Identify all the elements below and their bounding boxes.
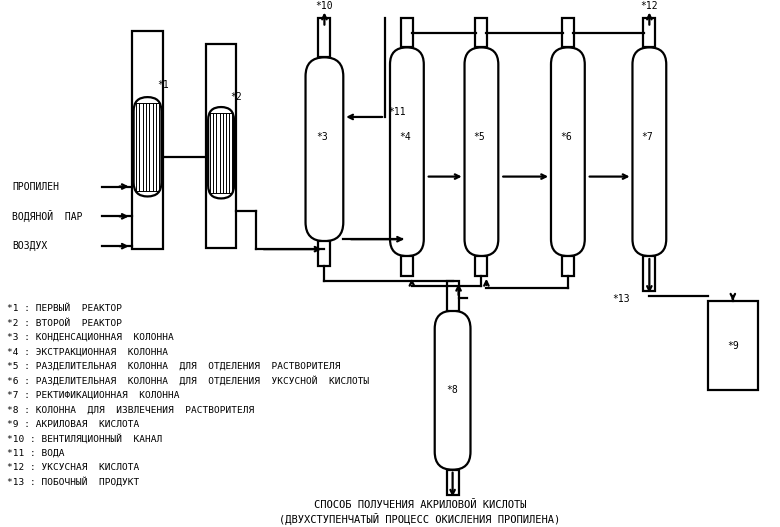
Text: *8 : КОЛОННА  ДЛЯ  ИЗВЛЕЧЕНИЯ  РАСТВОРИТЕЛЯ: *8 : КОЛОННА ДЛЯ ИЗВЛЕЧЕНИЯ РАСТВОРИТЕЛЯ [8, 405, 255, 414]
Text: *7: *7 [641, 132, 653, 142]
Text: *5 : РАЗДЕЛИТЕЛЬНАЯ  КОЛОННА  ДЛЯ  ОТДЕЛЕНИЯ  РАСТВОРИТЕЛЯ: *5 : РАЗДЕЛИТЕЛЬНАЯ КОЛОННА ДЛЯ ОТДЕЛЕНИ… [8, 362, 341, 371]
Bar [206, 44, 236, 248]
Text: *12: *12 [640, 1, 658, 11]
Text: *9: *9 [727, 340, 739, 350]
Bar [708, 301, 757, 390]
Bar [476, 256, 488, 276]
Bar [401, 256, 413, 276]
Text: *2 : ВТОРОЙ  РЕАКТОР: *2 : ВТОРОЙ РЕАКТОР [8, 319, 122, 328]
Bar [644, 17, 655, 47]
Text: ПРОПИЛЕН: ПРОПИЛЕН [12, 181, 59, 191]
Text: *13: *13 [612, 294, 629, 304]
Text: *13 : ПОБОЧНЫЙ  ПРОДУКТ: *13 : ПОБОЧНЫЙ ПРОДУКТ [8, 477, 140, 486]
Text: *5: *5 [473, 132, 485, 142]
Bar [447, 470, 459, 494]
Text: *6 : РАЗДЕЛИТЕЛЬНАЯ  КОЛОННА  ДЛЯ  ОТДЕЛЕНИЯ  УКСУСНОЙ  КИСЛОТЫ: *6 : РАЗДЕЛИТЕЛЬНАЯ КОЛОННА ДЛЯ ОТДЕЛЕНИ… [8, 376, 370, 386]
Text: (ДВУХСТУПЕНЧАТЫЙ ПРОЦЕСС ОКИСЛЕНИЯ ПРОПИЛЕНА): (ДВУХСТУПЕНЧАТЫЙ ПРОЦЕСС ОКИСЛЕНИЯ ПРОПИ… [279, 513, 561, 525]
FancyBboxPatch shape [633, 47, 666, 256]
FancyBboxPatch shape [551, 47, 585, 256]
Text: ВОДЯНОЙ  ПАР: ВОДЯНОЙ ПАР [12, 210, 83, 222]
FancyBboxPatch shape [133, 97, 161, 197]
Bar [318, 17, 331, 57]
Bar [447, 281, 459, 311]
FancyBboxPatch shape [208, 107, 234, 199]
Text: *11 : ВОДА: *11 : ВОДА [8, 448, 65, 457]
Bar [401, 17, 413, 47]
Text: *2: *2 [230, 92, 242, 102]
Bar [318, 241, 331, 266]
Text: СПОСОБ ПОЛУЧЕНИЯ АКРИЛОВОЙ КИСЛОТЫ: СПОСОБ ПОЛУЧЕНИЯ АКРИЛОВОЙ КИСЛОТЫ [314, 500, 526, 510]
FancyBboxPatch shape [390, 47, 424, 256]
Text: *10: *10 [316, 1, 333, 11]
FancyBboxPatch shape [434, 311, 470, 470]
Text: *10 : ВЕНТИЛЯЦИОННЫЙ  КАНАЛ: *10 : ВЕНТИЛЯЦИОННЫЙ КАНАЛ [8, 434, 163, 443]
Text: *1 : ПЕРВЫЙ  РЕАКТОР: *1 : ПЕРВЫЙ РЕАКТОР [8, 304, 122, 313]
Text: *12 : УКСУСНАЯ  КИСЛОТА: *12 : УКСУСНАЯ КИСЛОТА [8, 463, 140, 472]
Text: *1: *1 [158, 80, 169, 90]
Text: *3: *3 [317, 132, 328, 142]
Text: *8: *8 [447, 385, 459, 395]
Bar [132, 31, 164, 249]
Text: *4 : ЭКСТРАКЦИОННАЯ  КОЛОННА: *4 : ЭКСТРАКЦИОННАЯ КОЛОННА [8, 347, 168, 356]
Bar [562, 256, 574, 276]
Text: *7 : РЕКТИФИКАЦИОННАЯ  КОЛОННА: *7 : РЕКТИФИКАЦИОННАЯ КОЛОННА [8, 391, 180, 399]
Text: *11: *11 [388, 107, 406, 117]
FancyBboxPatch shape [465, 47, 498, 256]
Bar [476, 17, 488, 47]
Text: *4: *4 [399, 132, 411, 142]
Text: *9 : АКРИЛОВАЯ  КИСЛОТА: *9 : АКРИЛОВАЯ КИСЛОТА [8, 419, 140, 428]
Text: ВОЗДУХ: ВОЗДУХ [12, 241, 48, 251]
Text: *6: *6 [560, 132, 572, 142]
Bar [644, 256, 655, 291]
Bar [562, 17, 574, 47]
Text: *3 : КОНДЕНСАЦИОННАЯ  КОЛОННА: *3 : КОНДЕНСАЦИОННАЯ КОЛОННА [8, 333, 174, 342]
FancyBboxPatch shape [306, 57, 343, 241]
